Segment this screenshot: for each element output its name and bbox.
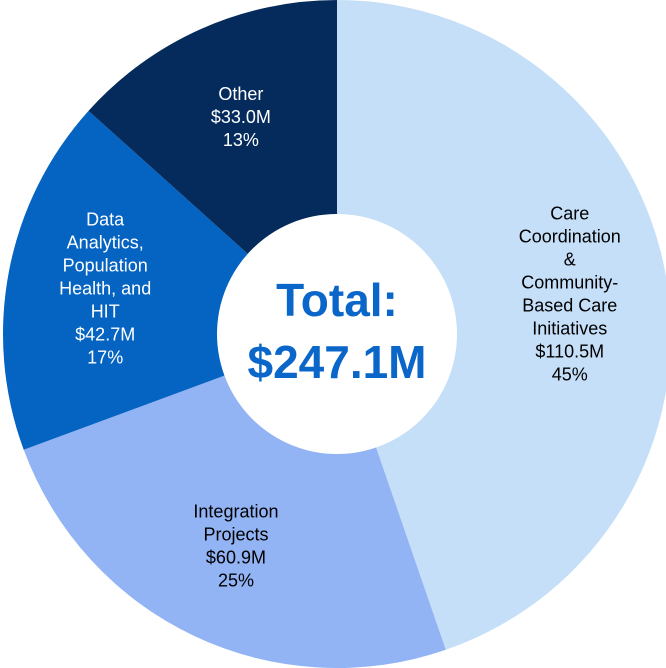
- slice-label: Population: [63, 255, 148, 275]
- slice-label: Initiatives: [532, 318, 607, 338]
- slice-label: Projects: [203, 525, 268, 545]
- slice-label: Based Care: [522, 295, 617, 315]
- percent-label: 45%: [552, 364, 588, 384]
- slice-label: &: [564, 249, 576, 269]
- percent-label: 17%: [87, 347, 123, 367]
- slice: [337, 0, 666, 650]
- slice-label: Integration: [193, 502, 278, 522]
- percent-label: 25%: [218, 571, 254, 591]
- value-label: $110.5M: [535, 341, 604, 361]
- slice-label: Other: [218, 84, 263, 104]
- slice-label: Coordination: [519, 226, 621, 246]
- center-value: $247.1M: [247, 336, 426, 388]
- slice-label: Analytics,: [67, 232, 144, 252]
- center-title: Total:: [276, 274, 398, 326]
- percent-label: 13%: [223, 130, 259, 150]
- value-label: $60.9M: [206, 548, 266, 568]
- value-label: $33.0M: [211, 107, 271, 127]
- slice-label: Health, and: [59, 278, 151, 298]
- slice-label: Care: [550, 203, 589, 223]
- slice: [2, 110, 337, 450]
- slice-label: Community-: [521, 272, 618, 292]
- donut-hole: [217, 214, 457, 454]
- slice-label: HIT: [91, 301, 120, 321]
- slice-label: Data: [86, 209, 125, 229]
- value-label: $42.7M: [75, 324, 135, 344]
